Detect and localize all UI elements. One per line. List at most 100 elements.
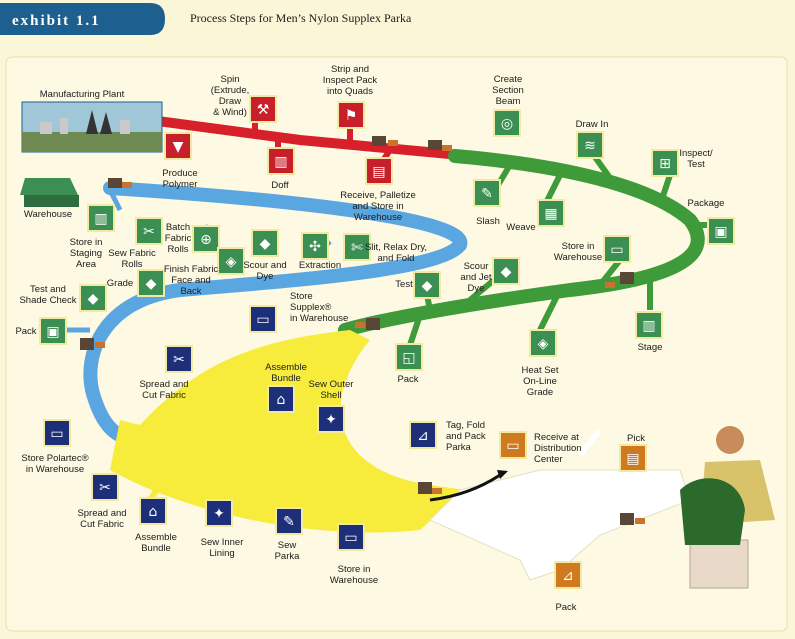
svg-text:⚑: ⚑ — [345, 108, 358, 124]
label-line: Staging — [70, 248, 102, 259]
label-produce-polymer: Produce Polymer — [162, 168, 197, 190]
svg-text:≋: ≋ — [584, 138, 596, 154]
batch-fabric-icon: ⊕ — [192, 225, 220, 253]
label-slit-relax: Slit, Relax Dry, and Fold — [365, 242, 427, 264]
label-store-supplex: Store Supplex® in Warehouse — [290, 291, 348, 324]
label-receive-palletize: Receive, Palletize and Store in Warehouse — [340, 190, 416, 223]
label-line: Strip and — [331, 64, 369, 75]
label-pack-green: Pack — [397, 374, 418, 385]
svg-text:◆: ◆ — [422, 278, 433, 294]
label-scour-dye: Scour and Dye — [243, 260, 286, 282]
label-line: Rolls — [167, 244, 188, 255]
label-line: Area — [76, 259, 97, 270]
label-line: Beam — [496, 96, 521, 107]
label-grade: Grade — [107, 278, 133, 289]
label-sew-parka: Sew Parka — [275, 540, 301, 562]
label-line: Warehouse — [24, 209, 72, 220]
store-warehouse-yellow-icon: ▭ — [337, 523, 365, 551]
slit-relax-icon: ✄ — [343, 233, 371, 261]
sew-inner-icon: ✦ — [205, 499, 233, 527]
assemble-bottom-icon: ⌂ — [139, 497, 167, 525]
stage-icon: ▥ — [635, 311, 663, 339]
svg-text:◆: ◆ — [146, 276, 157, 292]
label-assemble-bundle-bottom: Assemble Bundle — [135, 532, 177, 554]
label-pack-bottom: Pack — [555, 602, 576, 613]
label-line: Lining — [209, 548, 234, 559]
label-line: Finish Fabric — [164, 264, 219, 275]
label-line: into Quads — [327, 86, 373, 97]
label-line: Spread and — [77, 508, 126, 519]
finish-fabric-icon: ◈ — [217, 247, 245, 275]
svg-text:✂: ✂ — [99, 480, 111, 496]
label-line: Parka — [446, 442, 472, 453]
create-beam-icon: ◎ — [493, 109, 521, 137]
pack-left-icon: ▣ — [39, 317, 67, 345]
sew-parka-icon: ✎ — [275, 507, 303, 535]
white-path — [429, 428, 691, 581]
label-line: On-Line — [523, 376, 557, 387]
label-warehouse: Warehouse — [24, 209, 72, 220]
svg-text:▭: ▭ — [610, 242, 623, 258]
label-line: Shell — [320, 390, 341, 401]
label-line: Sew Inner — [201, 537, 244, 548]
flow-arrow-head — [497, 470, 508, 479]
svg-text:✦: ✦ — [325, 412, 337, 428]
label-pick: Pick — [627, 433, 645, 444]
test-shade-icon: ◆ — [137, 269, 165, 297]
label-line: Slash — [476, 216, 500, 227]
svg-text:◆: ◆ — [501, 264, 512, 280]
label-line: Polymer — [163, 179, 198, 190]
svg-text:⌂: ⌂ — [149, 504, 158, 520]
label-line: & Wind) — [213, 107, 247, 118]
diagram-title: Process Steps for Men’s Nylon Supplex Pa… — [190, 11, 412, 25]
draw-in-icon: ≋ — [576, 131, 604, 159]
label-line: and Jet — [460, 272, 492, 283]
label-assemble-bundle-top: Assemble Bundle — [265, 362, 307, 384]
label-manufacturing-plant: Manufacturing Plant — [40, 89, 125, 100]
svg-text:◆: ◆ — [260, 236, 271, 252]
label-line: Spin — [220, 74, 239, 85]
label-strip-inspect: Strip and Inspect Pack into Quads — [323, 64, 378, 97]
label-sew-fabric-rolls: Sew Fabric Rolls — [108, 248, 156, 270]
label-line: Inspect/ — [679, 148, 713, 159]
label-line: Heat Set — [522, 365, 559, 376]
exhibit-pill — [0, 3, 165, 35]
svg-text:⊞: ⊞ — [659, 156, 671, 172]
sew-outer-icon: ✦ — [317, 405, 345, 433]
heat-set-icon: ◈ — [529, 329, 557, 357]
svg-text:✎: ✎ — [481, 186, 493, 202]
spread-cut-top-icon: ✂ — [165, 345, 193, 373]
svg-text:▼: ▼ — [173, 139, 184, 155]
label-line: Supplex® — [290, 302, 331, 313]
pack-green-icon: ◱ — [395, 343, 423, 371]
label-package: Package — [688, 198, 725, 209]
svg-text:▭: ▭ — [344, 530, 357, 546]
store-staging-icon: ▥ — [87, 204, 115, 232]
label-line: Dye — [257, 271, 274, 282]
label-line: Sew — [278, 540, 297, 551]
svg-text:⚒: ⚒ — [257, 102, 270, 118]
test-icon: ◆ — [413, 271, 441, 299]
forklift-icon — [95, 140, 645, 524]
svg-text:◆: ◆ — [88, 291, 99, 307]
receive-palletize-icon: ▤ — [365, 157, 393, 185]
label-store-in-warehouse-yellow: Store in Warehouse — [330, 564, 378, 586]
label-line: Back — [180, 286, 201, 297]
package-icon: ▣ — [707, 217, 735, 245]
label-line: Store in — [562, 241, 595, 252]
label-line: Cut Fabric — [80, 519, 124, 530]
label-line: Warehouse — [330, 575, 378, 586]
label-line: Test and — [30, 284, 66, 295]
label-test-shade: Test and Shade Check — [19, 284, 76, 306]
svg-text:◱: ◱ — [402, 350, 415, 366]
label-stage: Stage — [638, 342, 663, 353]
label-spin: Spin (Extrude, Draw & Wind) — [211, 74, 250, 118]
svg-text:✣: ✣ — [309, 239, 321, 255]
label-line: Bundle — [271, 373, 301, 384]
manufacturing-plant-image — [21, 101, 163, 153]
label-line: Cut Fabric — [142, 390, 186, 401]
label-line: Scour — [464, 261, 489, 272]
label-finish-fabric: Finish Fabric Face and Back — [164, 264, 219, 297]
label-line: Test — [395, 279, 413, 290]
store-warehouse-green-icon: ▭ — [603, 235, 631, 263]
